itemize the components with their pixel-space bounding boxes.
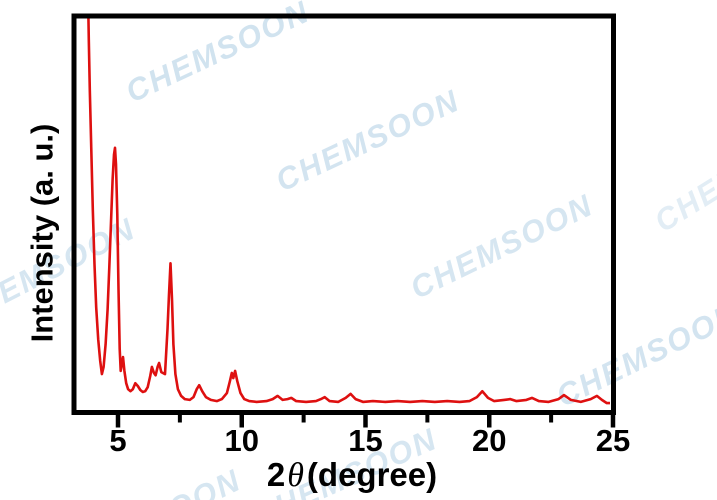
plot-frame [71, 13, 616, 415]
theta-symbol: θ [287, 457, 304, 494]
x-tick-label-25: 25 [595, 423, 631, 458]
x-axis-label-prefix: 2 [266, 456, 286, 493]
x-axis-label: 2θ(degree) [267, 458, 437, 493]
x-axis-label-suffix: (degree) [306, 456, 438, 493]
x-tick-label-5: 5 [109, 423, 127, 458]
xrd-curve [87, 18, 610, 405]
y-axis-label: Intensity (a. u.) [24, 123, 60, 343]
x-tick-label-15: 15 [348, 423, 383, 458]
x-tick-label-10: 10 [224, 423, 259, 458]
x-tick-label-20: 20 [472, 423, 507, 458]
